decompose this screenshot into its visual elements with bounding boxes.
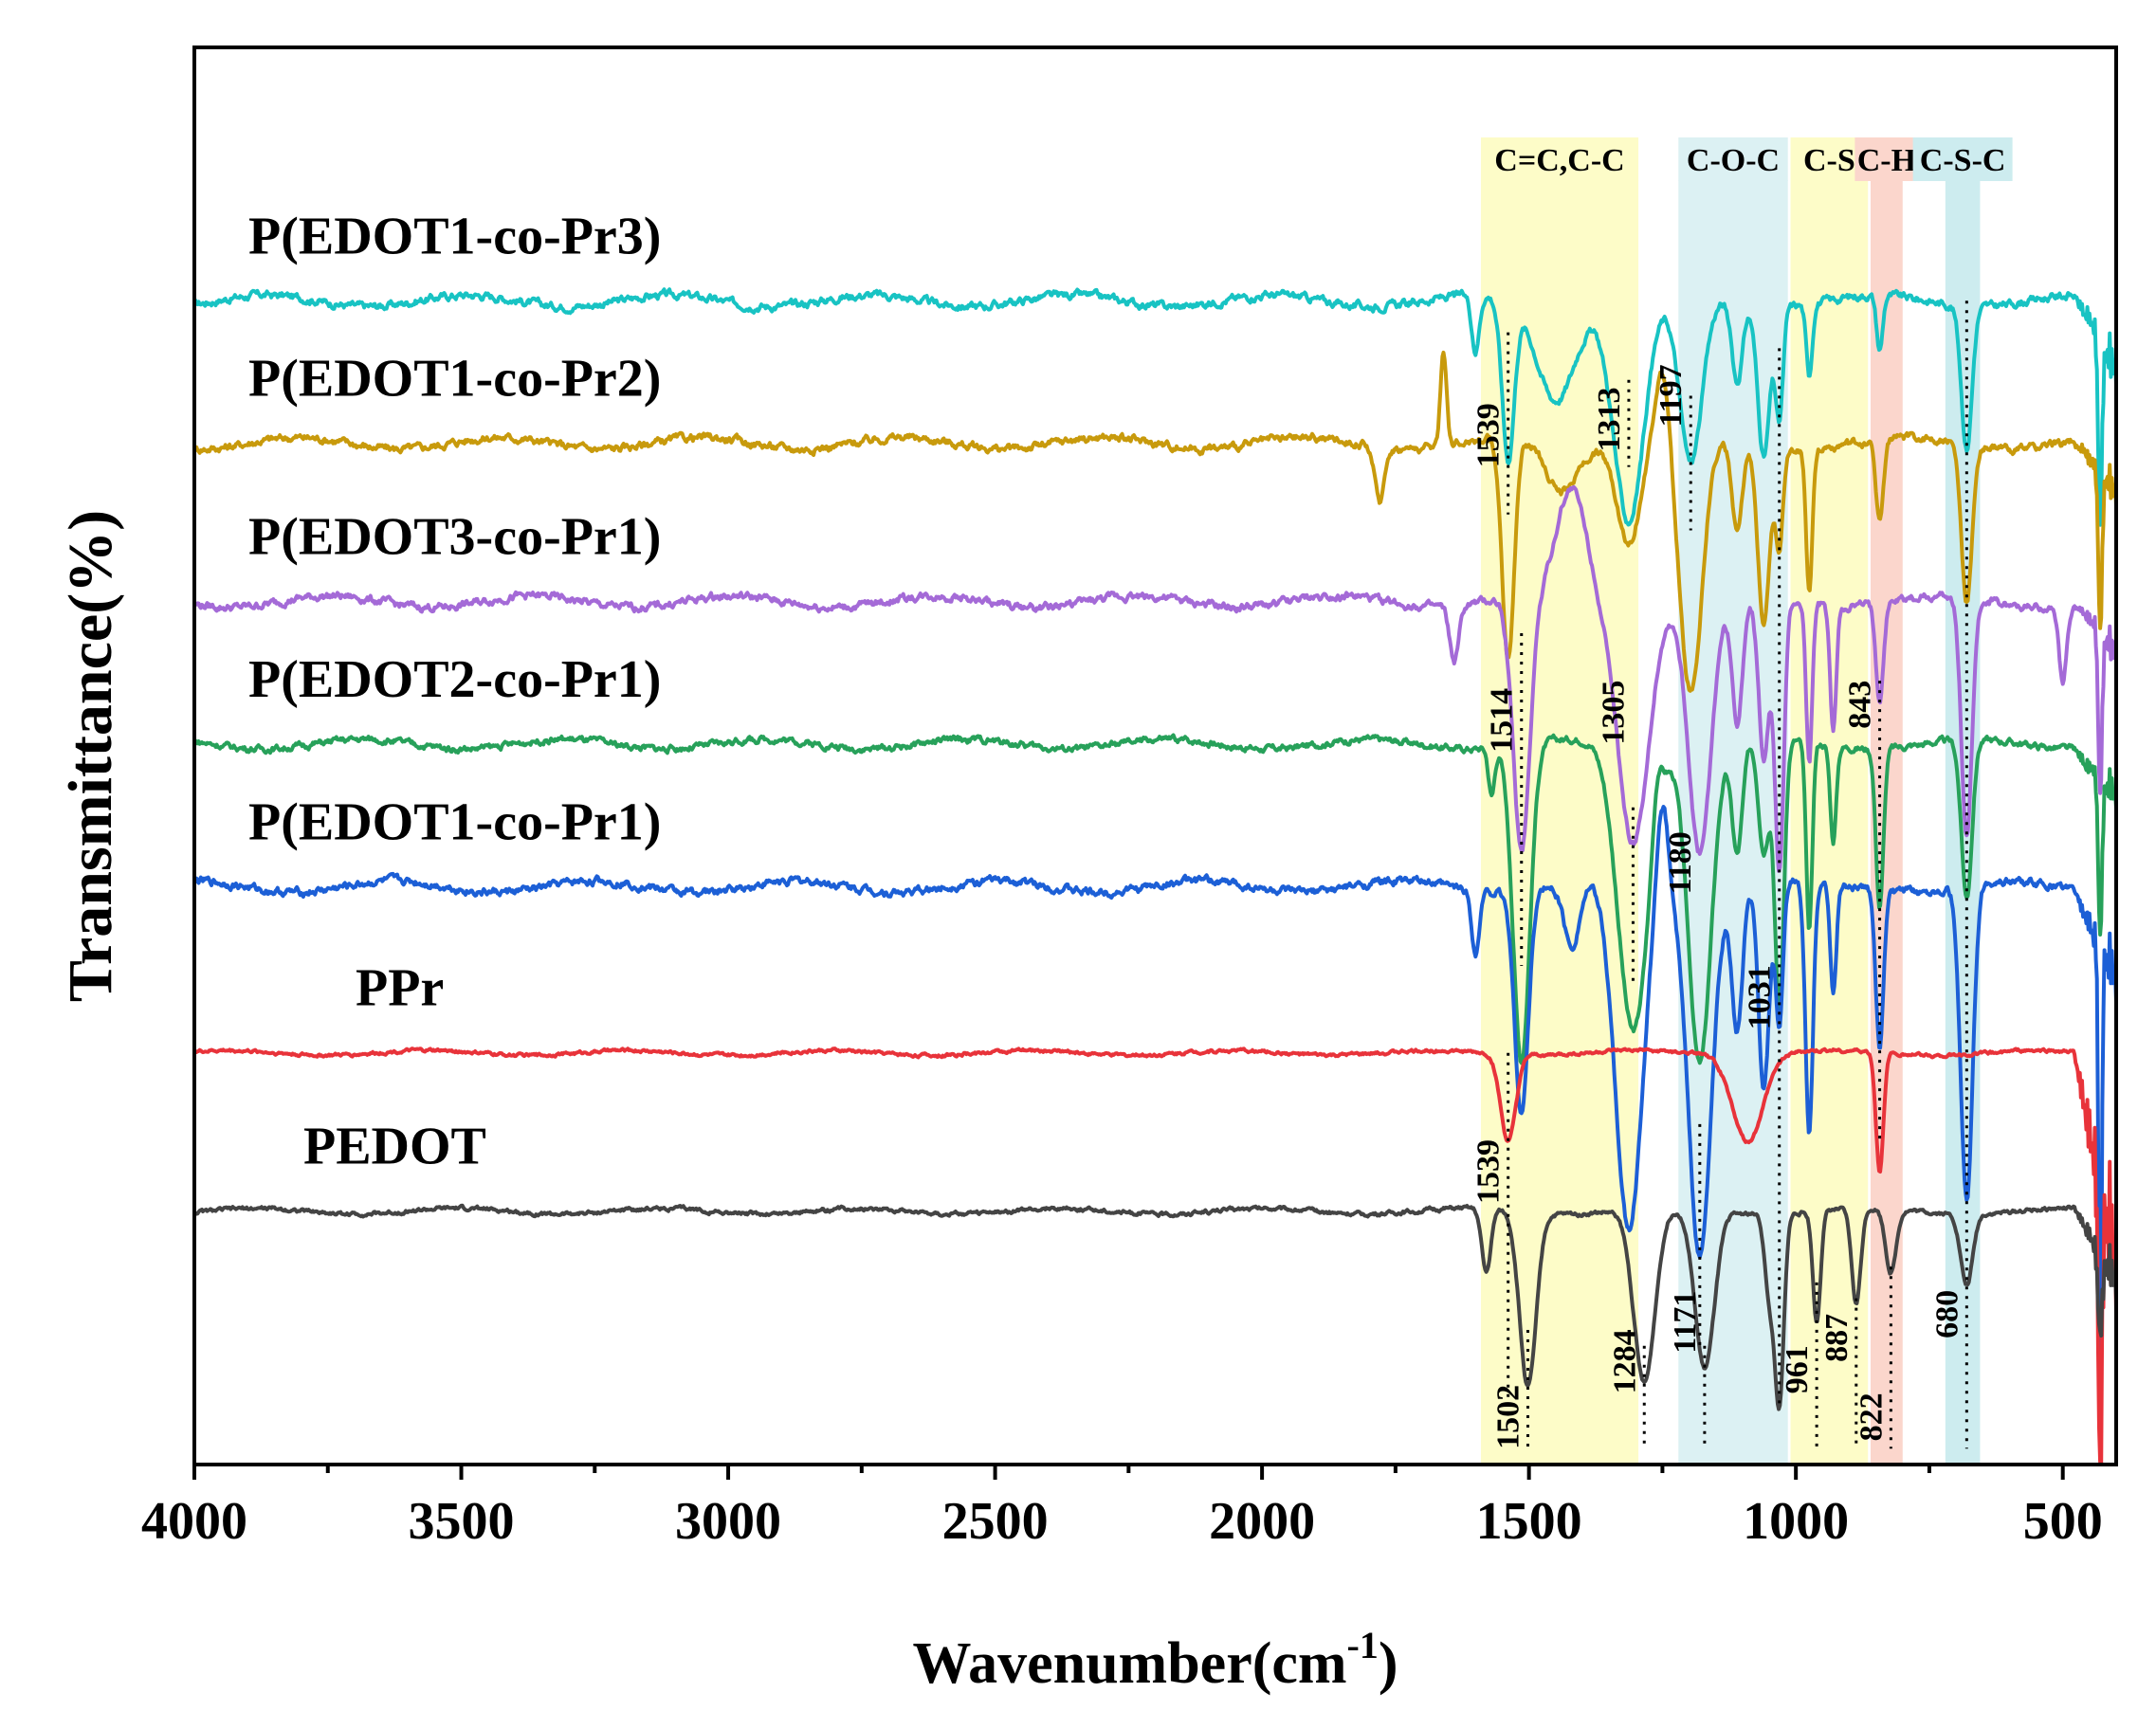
series-line-3 [193,733,2118,1065]
x-axis: 4000 3500 3000 2500 2000 1500 1000 500 [141,1465,2103,1551]
x-tick-label-2500: 2500 [942,1492,1049,1551]
peak-label-0: 1539 [1471,403,1507,467]
band-region-label-2: C-S [1803,143,1855,178]
peak-label-13: 887 [1819,1314,1855,1362]
series-line-2 [192,484,2118,873]
peak-label-15: 680 [1929,1290,1964,1338]
peak-label-2: 1197 [1654,364,1689,427]
series-labels: P(EDOT1-co-Pr3) P(EDOT1-co-Pr2) P(EDOT3-co… [248,207,661,1175]
series-line-5 [193,1046,2118,1465]
band-region-label-bg-1 [1678,137,1788,181]
peak-annotations: 1539 1313 1197 1514 1305 843 1180 1031 1539 1502 1… [1471,300,1968,1449]
peak-label-3: 1514 [1485,688,1520,753]
series-label-1: P(EDOT1-co-Pr2) [248,350,661,409]
band-region-0 [1480,180,1639,1465]
band-regions [1480,180,1981,1465]
peak-label-10: 1284 [1607,1329,1642,1393]
peak-label-1: 1313 [1592,388,1627,452]
peak-label-8: 1539 [1471,1139,1507,1204]
peak-label-6: 1180 [1663,831,1698,894]
x-tick-label-4000: 4000 [141,1492,247,1551]
x-tick-label-500: 500 [2023,1492,2103,1551]
series-label-4: P(EDOT1-co-Pr1) [248,792,661,851]
series-label-0: P(EDOT1-co-Pr3) [248,207,661,265]
peak-label-5: 843 [1843,681,1878,729]
x-axis-title-main: Wavenumber(cm [912,1631,1346,1696]
x-axis-title-close: ) [1379,1631,1398,1696]
peak-label-4: 1305 [1596,681,1631,745]
x-tick-label-2000: 2000 [1209,1492,1315,1551]
y-axis-title: Transmittance(%) [56,510,125,1002]
series-line-6 [193,1203,2118,1411]
series-label-3: P(EDOT2-co-Pr1) [248,650,661,709]
series-label-5: PPr [356,959,444,1018]
peak-label-9: 1502 [1491,1385,1526,1449]
peak-label-12: 961 [1780,1345,1815,1393]
band-region-label-0: C=C,C-C [1494,143,1624,178]
band-region-labels: C=C,C-C C-O-C C-S C-H C-S-C [1480,137,2013,181]
band-region-label-bg-3 [1855,137,1919,181]
peak-label-7: 1031 [1743,965,1778,1029]
series-line-4 [193,805,2118,1421]
series-line-1 [192,350,2118,693]
band-region-label-1: C-O-C [1687,143,1780,178]
x-tick-label-1000: 1000 [1743,1492,1849,1551]
plot-frame [192,46,2118,1466]
band-region-label-3: C-H [1857,143,1916,178]
peak-label-14: 822 [1854,1392,1889,1441]
x-tick-label-3500: 3500 [409,1492,515,1551]
series-line-0 [192,287,2118,527]
series-traces [192,287,2118,1465]
band-region-label-bg-4 [1912,137,2013,181]
band-region-label-bg-0 [1480,137,1639,181]
x-tick-label-1500: 1500 [1476,1492,1582,1551]
band-region-label-4: C-S-C [1920,143,2006,178]
band-region-2 [1790,180,1869,1465]
series-label-6: PEDOT [303,1118,486,1176]
x-tick-label-3000: 3000 [675,1492,781,1551]
series-label-2: P(EDOT3-co-Pr1) [248,508,661,567]
x-axis-title: Wavenumber(cm-1) [912,1624,1398,1696]
peak-label-11: 1171 [1668,1291,1703,1354]
x-axis-title-sup: -1 [1347,1624,1379,1666]
